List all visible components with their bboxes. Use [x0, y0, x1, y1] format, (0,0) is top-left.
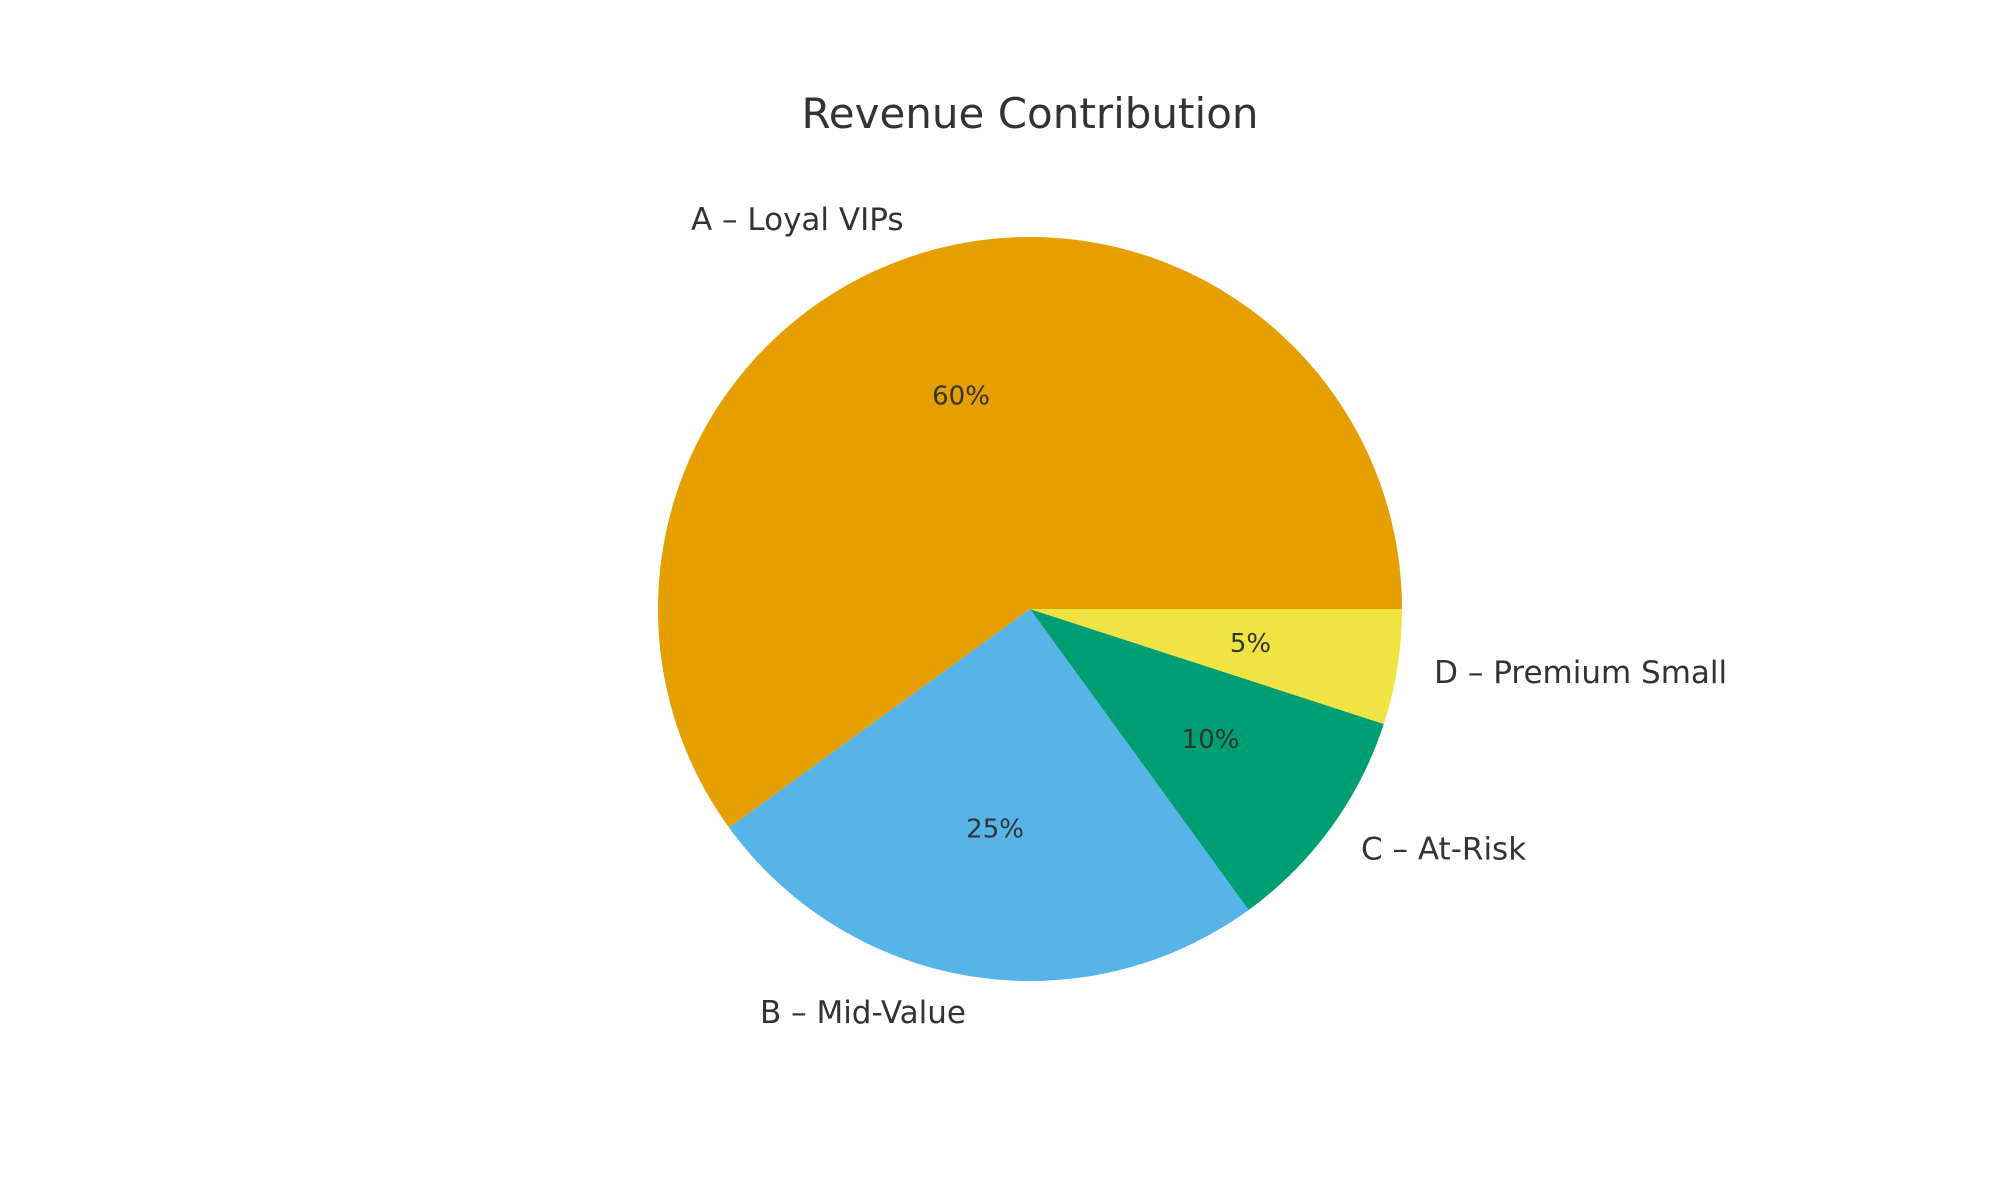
pie-slice	[1030, 609, 1384, 910]
slice-label: A – Loyal VIPs	[691, 202, 904, 238]
pie-labels: A – Loyal VIPs 60% B – Mid-Value 25% C – At-…	[691, 202, 1727, 1031]
pie-slices	[657, 237, 1402, 981]
slice-label: D – Premium Small	[1434, 655, 1727, 691]
pie-slice	[1030, 609, 1402, 724]
slice-percent-label: 5%	[1230, 629, 1271, 659]
chart-title: Revenue Contribution	[801, 89, 1258, 138]
slice-percent-label: 10%	[1182, 725, 1240, 755]
slice-percent-label: 25%	[966, 814, 1024, 844]
pie-slice	[657, 237, 1402, 828]
pie-slice	[729, 609, 1249, 981]
slice-label: C – At-Risk	[1361, 832, 1526, 868]
slice-label: B – Mid-Value	[760, 995, 966, 1031]
slice-percent-label: 60%	[932, 382, 990, 412]
